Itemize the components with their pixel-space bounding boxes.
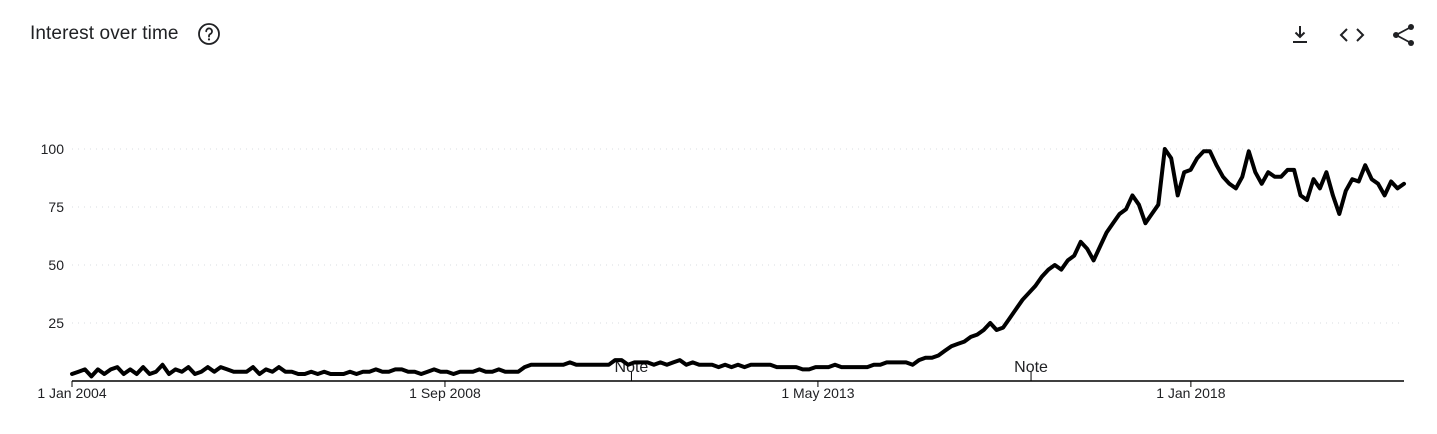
series-line xyxy=(70,147,1406,379)
x-tick-label: 1 Jan 2004 xyxy=(37,385,106,401)
code-icon xyxy=(1339,28,1365,42)
y-axis-ticks: 25 50 75 100 xyxy=(41,141,65,331)
x-tick-label: 1 May 2013 xyxy=(781,385,854,401)
share-icon xyxy=(1393,24,1414,46)
y-tick-label: 25 xyxy=(48,315,64,331)
y-tick-label: 75 xyxy=(48,199,64,215)
y-tick-label: 100 xyxy=(41,141,65,157)
x-tick-label: 1 Jan 2018 xyxy=(1156,385,1225,401)
share-button[interactable] xyxy=(1389,20,1419,50)
chart-title: Interest over time xyxy=(30,23,179,44)
chart-actions xyxy=(1285,20,1419,50)
download-icon xyxy=(1293,26,1307,43)
help-circle-icon[interactable] xyxy=(197,22,221,46)
grid-lines xyxy=(72,148,1404,324)
chart-header: Interest over time xyxy=(30,18,221,50)
x-tick-label: 1 Sep 2008 xyxy=(409,385,481,401)
download-csv-button[interactable] xyxy=(1285,20,1315,50)
embed-button[interactable] xyxy=(1337,20,1367,50)
note-label: Note xyxy=(1014,359,1048,376)
y-tick-label: 50 xyxy=(48,257,64,273)
x-axis-ticks: 1 Jan 2004 1 Sep 2008 1 May 2013 1 Jan 2018 xyxy=(37,380,1404,401)
series-layer xyxy=(70,147,1406,379)
